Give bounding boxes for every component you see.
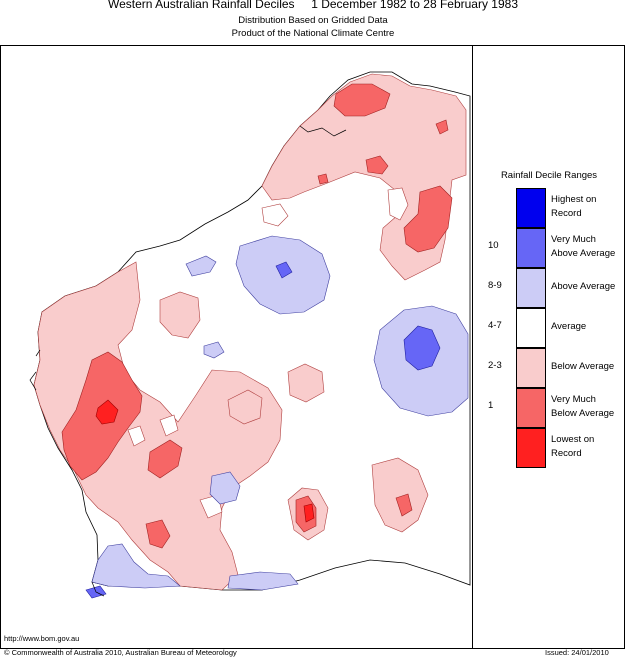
- map-subtitle-method: Distribution Based on Gridded Data: [238, 15, 388, 26]
- coastline-detail: [29, 125, 347, 597]
- legend-swatch: [516, 348, 546, 388]
- footer-copyright: © Commonwealth of Australia 2010, Austra…: [4, 648, 237, 657]
- legend-swatch: [516, 428, 546, 468]
- legend-label: Above Average: [551, 281, 616, 292]
- legend-label: Below Average: [551, 361, 615, 372]
- legend-swatch: [516, 308, 546, 348]
- footer-issued: Issued: 24/01/2010: [545, 648, 609, 657]
- legend-range: 4-7: [488, 320, 502, 331]
- legend-range: 2-3: [488, 360, 502, 371]
- legend-label: Lowest on Record: [551, 434, 595, 459]
- legend-title: Rainfall Decile Ranges: [500, 170, 598, 181]
- footer-url: http://www.bom.gov.au: [4, 634, 80, 643]
- legend-divider: [472, 45, 473, 649]
- legend-swatch: [516, 268, 546, 308]
- map-title: Western Australian Rainfall Deciles 1 De…: [108, 0, 518, 11]
- legend-label: Very Much Below Average: [551, 394, 615, 419]
- legend: Highest on Record Very Much Above Average 10…: [474, 188, 624, 478]
- legend-swatch: [516, 188, 546, 228]
- very-much-above-average-zones: [85, 261, 441, 599]
- map-subtitle-product: Product of the National Climate Centre: [231, 28, 395, 39]
- legend-label: Average: [551, 321, 587, 332]
- legend-swatch: [516, 228, 546, 268]
- map-frame: [0, 45, 625, 649]
- legend-label: Highest on Record: [551, 194, 597, 219]
- legend-swatch: [516, 388, 546, 428]
- legend-range: 8-9: [488, 280, 502, 291]
- legend-label: Very Much Above Average: [551, 234, 616, 259]
- legend-range: 1: [488, 400, 494, 411]
- average-zones: [127, 187, 409, 519]
- legend-range: 10: [488, 240, 499, 251]
- lowest-on-record-zones: [95, 399, 315, 523]
